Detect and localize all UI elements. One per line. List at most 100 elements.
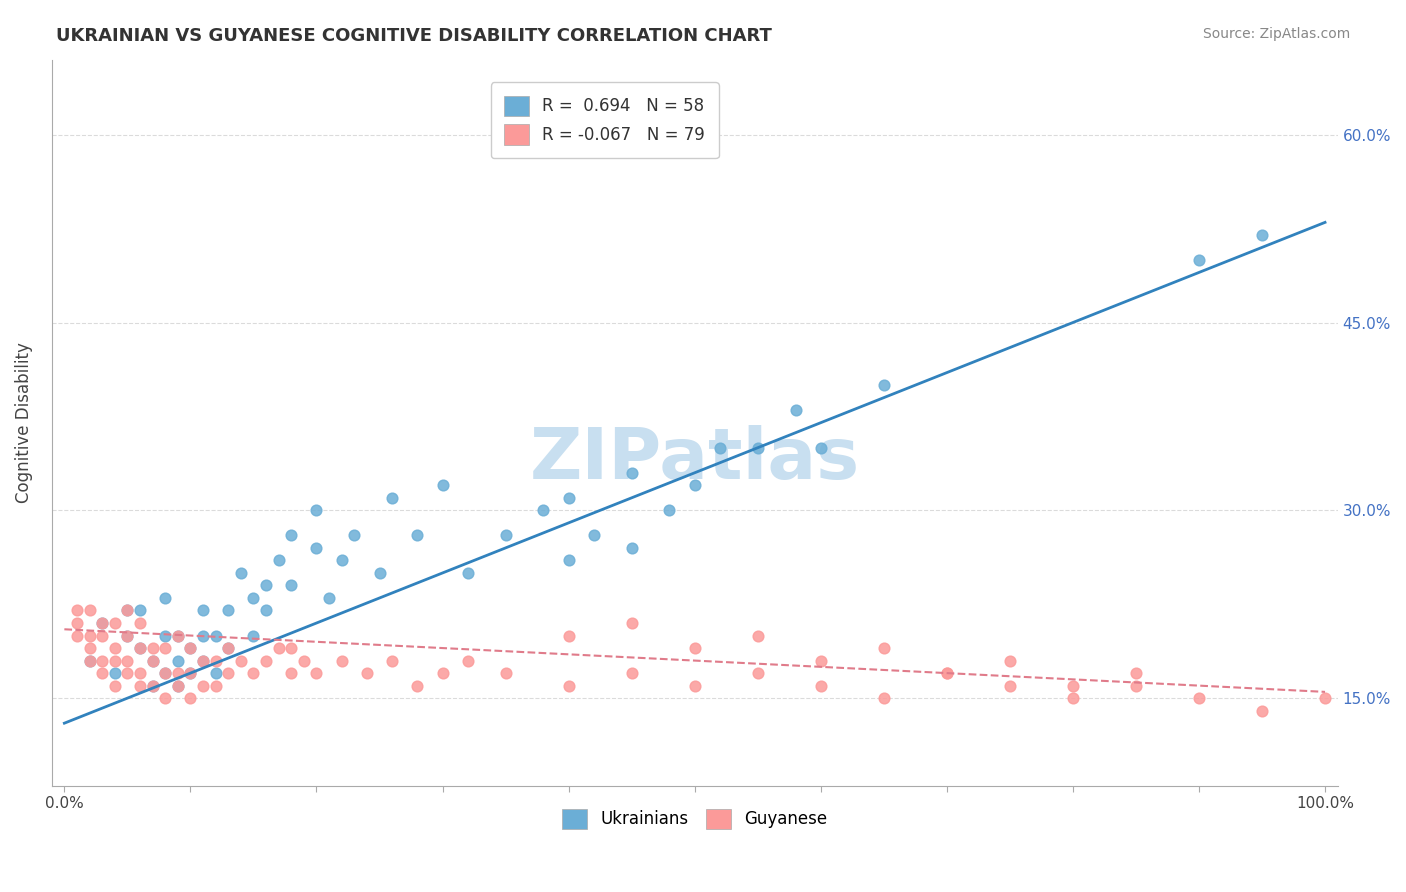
Point bbox=[305, 503, 328, 517]
Point bbox=[66, 628, 89, 642]
Point bbox=[747, 666, 769, 681]
Point bbox=[1313, 691, 1336, 706]
Point bbox=[935, 666, 957, 681]
Text: Source: ZipAtlas.com: Source: ZipAtlas.com bbox=[1202, 27, 1350, 41]
Point bbox=[620, 466, 643, 480]
Point bbox=[1188, 252, 1211, 267]
Point bbox=[142, 654, 165, 668]
Point bbox=[179, 641, 201, 656]
Point bbox=[129, 679, 152, 693]
Point bbox=[368, 566, 391, 580]
Y-axis label: Cognitive Disability: Cognitive Disability bbox=[15, 343, 32, 503]
Point bbox=[166, 654, 188, 668]
Point bbox=[406, 679, 429, 693]
Point bbox=[91, 615, 114, 630]
Point bbox=[204, 679, 226, 693]
Point bbox=[254, 654, 277, 668]
Point bbox=[155, 628, 177, 642]
Point bbox=[330, 654, 353, 668]
Point bbox=[810, 441, 832, 455]
Point bbox=[191, 628, 214, 642]
Point bbox=[142, 679, 165, 693]
Point bbox=[142, 641, 165, 656]
Point bbox=[998, 654, 1021, 668]
Point bbox=[79, 654, 101, 668]
Point bbox=[318, 591, 340, 605]
Point bbox=[66, 603, 89, 617]
Point bbox=[242, 591, 264, 605]
Point bbox=[1251, 227, 1274, 242]
Point bbox=[104, 666, 127, 681]
Point bbox=[658, 503, 681, 517]
Point bbox=[267, 641, 290, 656]
Point bbox=[129, 641, 152, 656]
Point bbox=[557, 553, 579, 567]
Point bbox=[495, 528, 517, 542]
Point bbox=[166, 628, 188, 642]
Point bbox=[155, 591, 177, 605]
Point bbox=[457, 654, 479, 668]
Point bbox=[217, 641, 239, 656]
Point bbox=[117, 666, 139, 681]
Point bbox=[142, 679, 165, 693]
Point bbox=[91, 628, 114, 642]
Text: UKRAINIAN VS GUYANESE COGNITIVE DISABILITY CORRELATION CHART: UKRAINIAN VS GUYANESE COGNITIVE DISABILI… bbox=[56, 27, 772, 45]
Point bbox=[66, 615, 89, 630]
Point bbox=[330, 553, 353, 567]
Point bbox=[179, 666, 201, 681]
Point bbox=[117, 654, 139, 668]
Point bbox=[432, 478, 454, 492]
Point bbox=[1062, 691, 1084, 706]
Point bbox=[292, 654, 315, 668]
Point bbox=[79, 654, 101, 668]
Point bbox=[204, 654, 226, 668]
Point bbox=[935, 666, 957, 681]
Point bbox=[217, 603, 239, 617]
Point bbox=[117, 603, 139, 617]
Point bbox=[683, 679, 706, 693]
Point bbox=[79, 603, 101, 617]
Point bbox=[557, 491, 579, 505]
Point bbox=[79, 628, 101, 642]
Point bbox=[457, 566, 479, 580]
Point bbox=[142, 654, 165, 668]
Point bbox=[280, 528, 302, 542]
Point bbox=[709, 441, 731, 455]
Point bbox=[155, 641, 177, 656]
Point bbox=[179, 641, 201, 656]
Point bbox=[254, 578, 277, 592]
Point bbox=[683, 478, 706, 492]
Point bbox=[557, 679, 579, 693]
Point bbox=[166, 628, 188, 642]
Point bbox=[191, 603, 214, 617]
Point bbox=[91, 615, 114, 630]
Point bbox=[91, 654, 114, 668]
Point bbox=[129, 603, 152, 617]
Point bbox=[117, 628, 139, 642]
Point bbox=[1188, 691, 1211, 706]
Point bbox=[166, 679, 188, 693]
Point bbox=[179, 666, 201, 681]
Point bbox=[117, 603, 139, 617]
Point bbox=[79, 641, 101, 656]
Point bbox=[683, 641, 706, 656]
Point bbox=[129, 615, 152, 630]
Point bbox=[155, 666, 177, 681]
Point bbox=[166, 666, 188, 681]
Point bbox=[1125, 679, 1147, 693]
Point bbox=[91, 666, 114, 681]
Point bbox=[582, 528, 605, 542]
Point bbox=[531, 503, 554, 517]
Point bbox=[381, 491, 404, 505]
Point bbox=[432, 666, 454, 681]
Point bbox=[747, 628, 769, 642]
Point bbox=[1062, 679, 1084, 693]
Point bbox=[356, 666, 378, 681]
Point bbox=[229, 654, 252, 668]
Point bbox=[747, 441, 769, 455]
Point bbox=[155, 666, 177, 681]
Point bbox=[117, 628, 139, 642]
Point bbox=[873, 691, 896, 706]
Point bbox=[129, 666, 152, 681]
Point bbox=[191, 654, 214, 668]
